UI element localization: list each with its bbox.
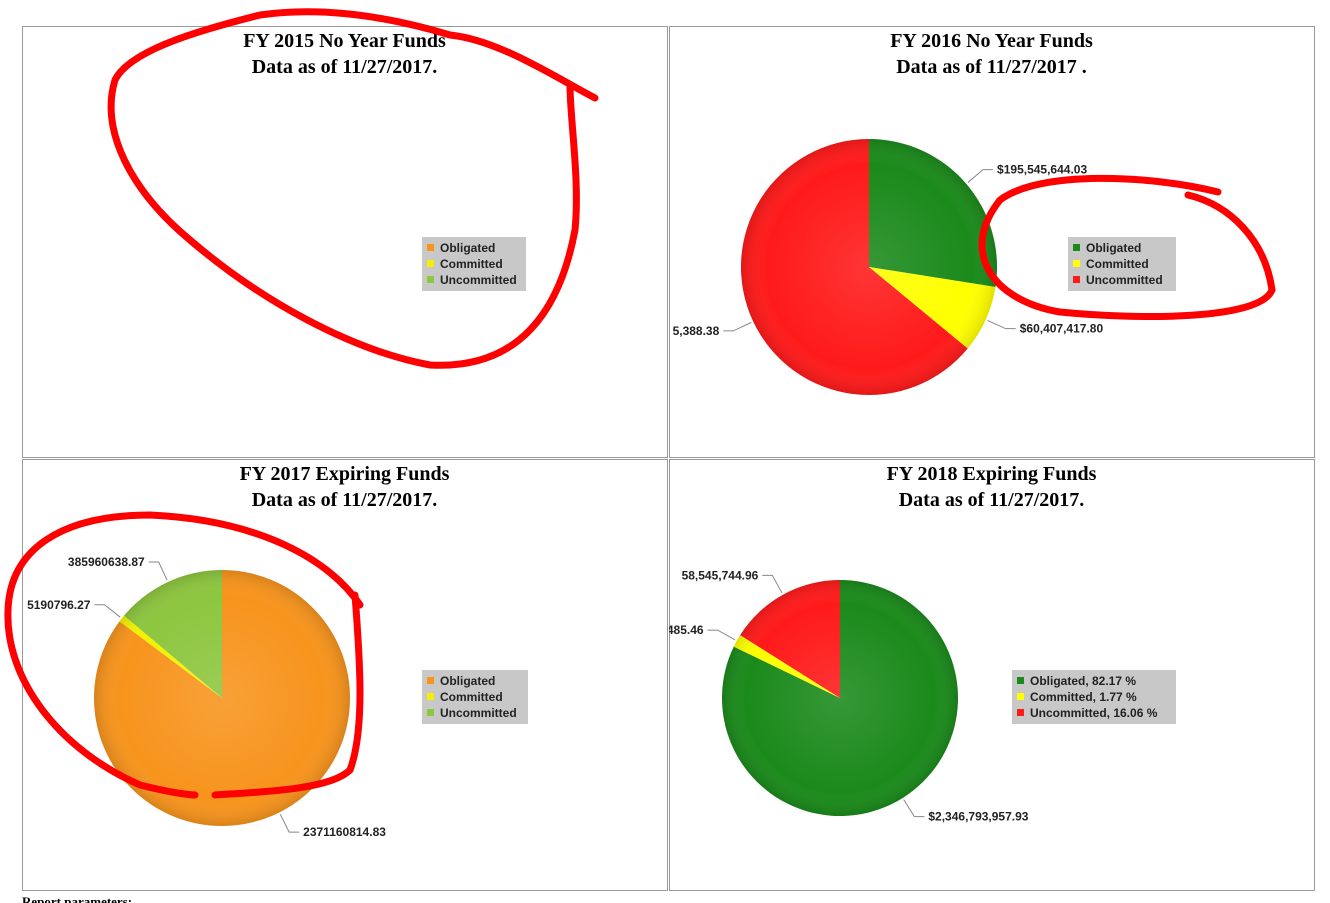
data-label: 5,388.38 bbox=[673, 324, 720, 338]
legend-label: Obligated bbox=[440, 241, 495, 255]
data-label: 58,545,744.96 bbox=[682, 568, 759, 582]
legend-label: Committed bbox=[440, 257, 503, 271]
chart-subtitle: Data as of 11/27/2017 . bbox=[896, 56, 1087, 78]
legend-swatch bbox=[1073, 244, 1080, 251]
footer: Report parameters: bbox=[22, 894, 132, 903]
legend-label: Obligated bbox=[440, 674, 495, 688]
legend-label: Uncommitted bbox=[1086, 273, 1163, 287]
legend-swatch bbox=[1073, 260, 1080, 267]
data-label: $195,545,644.03 bbox=[997, 163, 1087, 177]
data-label: $2,346,793,957.93 bbox=[928, 810, 1028, 824]
legend-box bbox=[422, 237, 526, 291]
legend-swatch bbox=[1017, 693, 1024, 700]
legend-label: Uncommitted bbox=[440, 706, 517, 720]
legend-swatch bbox=[427, 244, 434, 251]
legend-swatch bbox=[1017, 677, 1024, 684]
legend-swatch bbox=[427, 276, 434, 283]
legend-box bbox=[1012, 670, 1176, 724]
chart-panel bbox=[22, 26, 668, 458]
legend-swatch bbox=[1017, 709, 1024, 716]
legend-label: Committed bbox=[1086, 257, 1149, 271]
data-label: $60,407,417.80 bbox=[1020, 322, 1104, 336]
chart-subtitle: Data as of 11/27/2017. bbox=[899, 489, 1085, 511]
legend-swatch bbox=[427, 709, 434, 716]
data-label: 2371160814.83 bbox=[303, 825, 386, 839]
data-label: 385960638.87 bbox=[68, 555, 145, 569]
chart-title: FY 2016 No Year Funds bbox=[890, 30, 1093, 52]
legend-label: Committed, 1.77 % bbox=[1030, 690, 1137, 704]
chart: FY 2015 No Year Funds Data as of 11/27/20… bbox=[243, 30, 526, 291]
legend-swatch bbox=[427, 677, 434, 684]
data-label: 5190796.27 bbox=[27, 598, 91, 612]
legend-swatch bbox=[427, 260, 434, 267]
chart-title: FY 2018 Expiring Funds bbox=[887, 463, 1097, 485]
legend-label: Uncommitted bbox=[440, 273, 517, 287]
chart-subtitle: Data as of 11/27/2017. bbox=[252, 489, 438, 511]
chart-subtitle: Data as of 11/27/2017. bbox=[252, 56, 438, 78]
chart-title: FY 2015 No Year Funds bbox=[243, 30, 446, 52]
legend-swatch bbox=[1073, 276, 1080, 283]
data-label: 485.46 bbox=[667, 623, 704, 637]
chart-title: FY 2017 Expiring Funds bbox=[240, 463, 450, 485]
legend-label: Obligated, 82.17 % bbox=[1030, 674, 1136, 688]
legend-swatch bbox=[427, 693, 434, 700]
legend-label: Uncommitted, 16.06 % bbox=[1030, 706, 1158, 720]
legend-box bbox=[422, 670, 528, 724]
legend-label: Committed bbox=[440, 690, 503, 704]
legend-label: Obligated bbox=[1086, 241, 1141, 255]
legend-box bbox=[1068, 237, 1176, 291]
annotations bbox=[4, 8, 1276, 799]
